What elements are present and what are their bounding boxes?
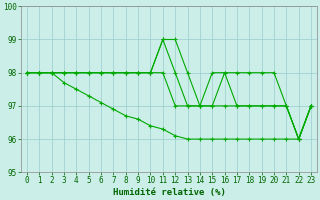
X-axis label: Humidité relative (%): Humidité relative (%) — [113, 188, 226, 197]
